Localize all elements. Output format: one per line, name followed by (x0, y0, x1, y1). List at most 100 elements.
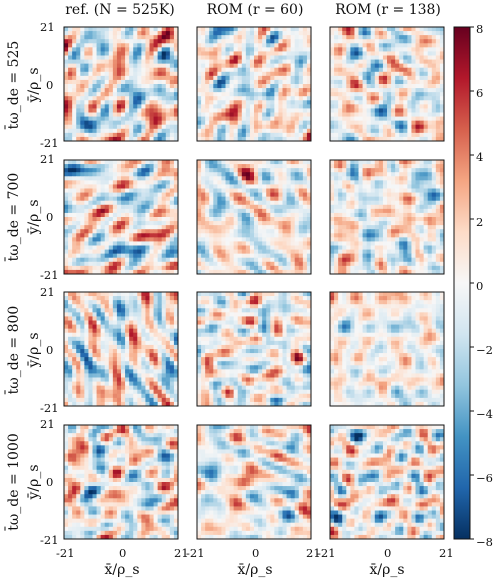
heatmap-cell (290, 257, 296, 263)
heatmap-cell (112, 43, 118, 48)
heatmap-cell (258, 31, 263, 36)
heatmap-cell (423, 104, 429, 109)
heatmap-cell (225, 253, 230, 259)
heatmap-cell (254, 124, 259, 130)
heatmap-cell (290, 132, 296, 138)
heatmap-cell (100, 88, 106, 93)
heatmap-cell (209, 104, 214, 109)
heatmap-cell (233, 225, 239, 230)
heatmap-cell (137, 265, 142, 271)
heatmap-cell (169, 67, 175, 73)
heatmap-cell (334, 217, 339, 222)
heatmap-cell (358, 160, 363, 165)
heatmap-cell (346, 180, 351, 185)
heatmap-cell (254, 47, 259, 52)
heatmap-cell (108, 108, 114, 113)
heatmap-cell (133, 67, 138, 73)
heatmap-cell (391, 112, 396, 117)
heatmap-cell (266, 261, 271, 267)
heatmap-cell (387, 84, 392, 89)
heatmap-cell (84, 221, 89, 226)
heatmap-cell (330, 108, 335, 113)
heatmap-cell (330, 196, 335, 202)
heatmap-cell (370, 67, 376, 73)
heatmap-cell (415, 51, 420, 56)
heatmap-cell (374, 124, 380, 130)
heatmap-cell (338, 229, 343, 234)
heatmap-cell (274, 176, 279, 181)
heatmap-cell (439, 27, 445, 32)
heatmap-cell (374, 96, 380, 101)
heatmap-cell (145, 249, 150, 255)
heatmap-cell (76, 116, 81, 122)
heatmap-cell (229, 221, 235, 226)
heatmap-cell (366, 92, 372, 97)
heatmap-cell (262, 55, 267, 60)
heatmap-cell (362, 217, 368, 222)
heatmap-cell (362, 84, 368, 89)
heatmap-cell (108, 84, 114, 89)
heatmap-cell (358, 100, 363, 105)
heatmap-cell (435, 35, 441, 40)
heatmap-cell (221, 96, 226, 101)
heatmap-cell (88, 192, 93, 198)
heatmap-cell (225, 265, 230, 271)
heatmap-cell (104, 160, 110, 165)
heatmap-cell (391, 108, 396, 113)
heatmap-cell (217, 124, 222, 130)
heatmap-cell (370, 35, 376, 40)
heatmap-cell (92, 269, 97, 275)
heatmap-cell (370, 31, 376, 36)
heatmap-cell (270, 128, 275, 134)
heatmap-cell (342, 196, 347, 202)
heatmap-cell (403, 249, 408, 255)
heatmap-cell (80, 192, 85, 198)
heatmap-cell (411, 208, 416, 214)
heatmap-cell (104, 55, 110, 60)
heatmap-cell (302, 261, 308, 267)
heatmap-cell (213, 204, 218, 210)
heatmap-cell (374, 221, 380, 226)
heatmap-cell (217, 172, 222, 177)
heatmap-cell (173, 192, 179, 198)
heatmap-cell (439, 192, 445, 198)
heatmap-cell (270, 249, 275, 255)
heatmap-cell (294, 39, 300, 44)
heatmap-cell (266, 208, 271, 214)
heatmap-cell (100, 172, 106, 177)
heatmap-cell (149, 27, 154, 32)
heatmap-cell (221, 208, 226, 214)
heatmap-cell (213, 96, 218, 101)
heatmap-cell (411, 233, 416, 238)
heatmap-cell (229, 128, 235, 134)
heatmap-cell (213, 27, 218, 32)
heatmap-cell (137, 204, 142, 210)
heatmap-cell (237, 120, 243, 126)
heatmap-cell (403, 269, 408, 275)
heatmap-cell (121, 92, 126, 97)
heatmap-cell (423, 31, 429, 36)
heatmap-cell (80, 196, 85, 202)
heatmap-cell (298, 168, 304, 173)
heatmap-cell (64, 241, 69, 246)
heatmap-cell (378, 132, 384, 138)
heatmap-cell (399, 67, 404, 73)
heatmap-cell (221, 221, 226, 226)
heatmap-cell (221, 100, 226, 105)
heatmap-cell (173, 253, 179, 259)
heatmap-cell (354, 100, 359, 105)
heatmap-cell (241, 92, 247, 97)
heatmap-cell (137, 71, 142, 77)
heatmap-cell (254, 172, 259, 177)
heatmap-cell (76, 79, 81, 85)
heatmap-cell (262, 108, 267, 113)
heatmap-cell (358, 35, 363, 40)
heatmap-cell (282, 112, 287, 117)
heatmap-cell (419, 168, 425, 173)
heatmap-cell (72, 59, 77, 65)
heatmap-cell (395, 88, 400, 93)
heatmap-cell (350, 204, 355, 210)
heatmap-cell (330, 217, 335, 222)
heatmap-cell (80, 172, 85, 177)
heatmap-cell (221, 249, 226, 255)
